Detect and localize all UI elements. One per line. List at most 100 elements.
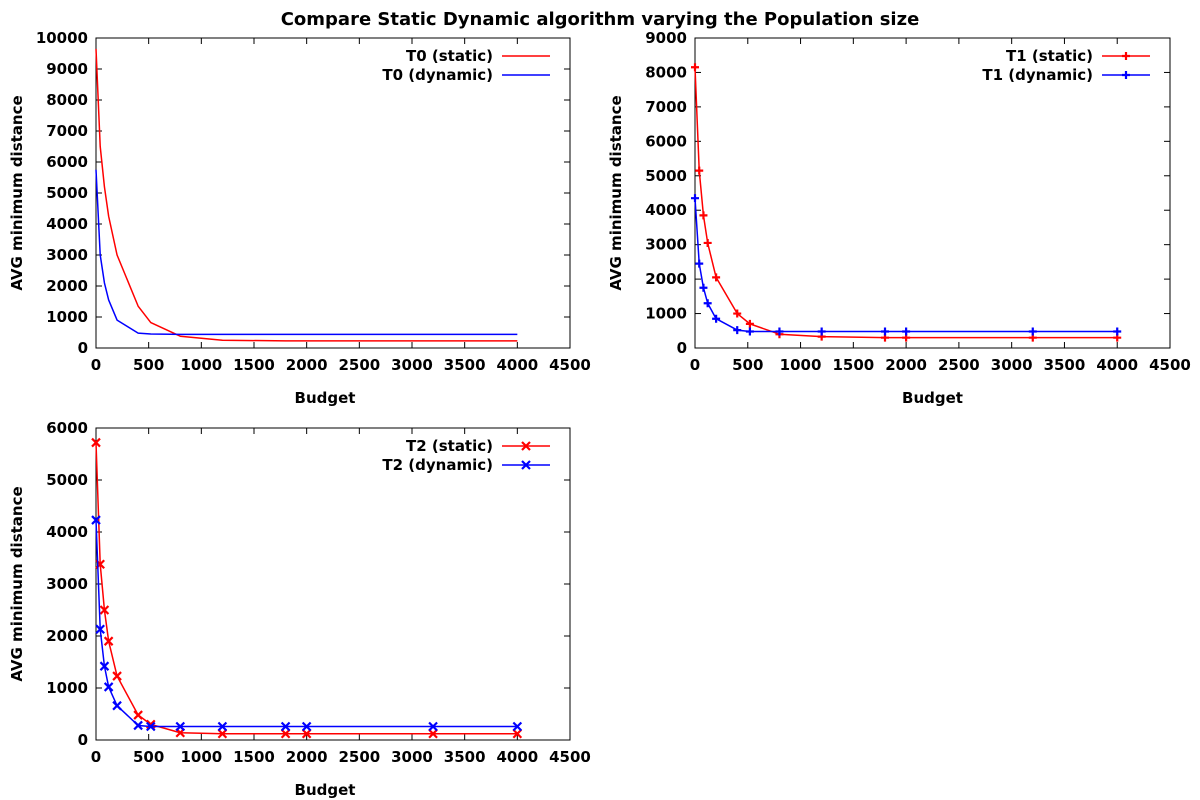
data-point <box>133 720 143 731</box>
x-tick-label: 2000 <box>286 748 328 766</box>
data-point <box>775 327 784 336</box>
data-point <box>703 238 712 247</box>
legend-label: T0 (dynamic) <box>382 66 493 84</box>
series-line <box>694 67 1118 339</box>
y-tick-label: 4000 <box>46 215 88 233</box>
y-tick-label: 8000 <box>46 91 88 109</box>
x-tick-label: 4500 <box>1149 356 1191 374</box>
data-point <box>902 327 911 336</box>
y-tick-label: 2000 <box>46 627 88 645</box>
data-point <box>745 327 754 336</box>
data-point <box>512 728 523 739</box>
x-tick-label: 500 <box>732 356 763 374</box>
y-tick-label: 6000 <box>645 132 687 150</box>
y-tick-label: 0 <box>78 731 88 749</box>
data-point <box>112 700 122 711</box>
series-t1-dynamic- <box>691 194 1122 336</box>
data-point <box>691 194 699 203</box>
data-point <box>217 728 228 739</box>
x-tick-label: 2000 <box>885 356 927 374</box>
x-tick-label: 1500 <box>832 356 874 374</box>
data-point <box>91 515 101 525</box>
series-line <box>95 169 518 336</box>
y-tick-label: 10000 <box>36 29 88 47</box>
data-point <box>301 728 312 739</box>
x-tick-label: 2000 <box>286 356 328 374</box>
plot-frame <box>95 427 571 741</box>
data-point <box>1113 327 1122 336</box>
y-tick-label: 1000 <box>46 308 88 326</box>
series-t2-static- <box>91 437 523 739</box>
legend-marker <box>521 460 531 470</box>
data-point <box>280 721 291 732</box>
x-tick-label: 2500 <box>938 356 980 374</box>
x-tick-label: 4000 <box>1096 356 1138 374</box>
data-point <box>95 624 105 635</box>
x-tick-label: 500 <box>133 748 164 766</box>
series-t2-dynamic- <box>91 515 523 732</box>
y-tick-label: 8000 <box>645 63 687 81</box>
legend-marker <box>1122 52 1130 60</box>
y-axis-label: AVG minimum distance <box>607 95 625 290</box>
data-point <box>881 327 889 336</box>
y-tick-label: 2000 <box>645 270 687 288</box>
data-point <box>703 299 712 308</box>
legend-label: T1 (dynamic) <box>982 66 1093 84</box>
y-tick-label: 9000 <box>645 29 687 47</box>
x-tick-label: 3500 <box>444 356 486 374</box>
series-t0-dynamic- <box>95 169 518 336</box>
y-tick-label: 5000 <box>46 471 88 489</box>
data-point <box>175 721 186 732</box>
y-tick-label: 0 <box>677 339 687 357</box>
x-axis-label: Budget <box>295 781 356 799</box>
legend-marker <box>521 441 531 451</box>
data-point <box>712 314 721 323</box>
series-line <box>95 442 518 735</box>
x-tick-label: 0 <box>690 356 700 374</box>
series-line <box>95 520 518 728</box>
y-axis-label: AVG minimum distance <box>8 486 26 681</box>
data-point <box>112 671 122 681</box>
data-point <box>428 721 438 732</box>
data-point <box>712 273 721 282</box>
x-tick-label: 1500 <box>233 748 275 766</box>
x-tick-label: 3000 <box>991 356 1033 374</box>
x-tick-label: 1000 <box>180 748 222 766</box>
data-point <box>695 166 704 175</box>
y-tick-label: 4000 <box>46 523 88 541</box>
data-point <box>133 710 143 720</box>
x-tick-label: 3000 <box>391 748 433 766</box>
legend-marker <box>1122 71 1130 79</box>
data-point <box>428 728 438 739</box>
legend-label: T1 (static) <box>1006 47 1093 65</box>
y-axis-label: AVG minimum distance <box>8 95 26 290</box>
chart-t0: 0 500 1000 1500 2000 2500 3000 3500 4000 4500 0 100… <box>8 29 591 407</box>
data-point <box>699 211 708 220</box>
series-t0-static- <box>95 48 518 342</box>
data-point <box>99 605 110 615</box>
x-tick-label: 4500 <box>549 748 591 766</box>
series-line <box>694 198 1118 333</box>
y-tick-label: 7000 <box>645 98 687 116</box>
figure-title: Compare Static Dynamic algorithm varying… <box>281 9 920 30</box>
data-point <box>103 636 114 646</box>
y-tick-label: 3000 <box>46 575 88 593</box>
data-point <box>91 437 101 448</box>
y-tick-label: 3000 <box>46 246 88 264</box>
x-tick-label: 4000 <box>496 356 538 374</box>
legend-label: T0 (static) <box>406 47 493 65</box>
chart-t1: 0 500 1000 1500 2000 2500 3000 3500 4000 4500 0 100… <box>607 29 1191 407</box>
plot-frame <box>95 37 571 349</box>
y-tick-label: 4000 <box>645 201 687 219</box>
data-point <box>699 283 708 292</box>
x-tick-label: 4000 <box>496 748 538 766</box>
data-point <box>733 326 742 335</box>
x-tick-label: 0 <box>91 356 101 374</box>
data-point <box>99 661 110 671</box>
y-tick-label: 7000 <box>46 122 88 140</box>
y-tick-label: 5000 <box>46 184 88 202</box>
y-tick-label: 6000 <box>46 153 88 171</box>
data-point <box>733 309 742 318</box>
legend-label: T2 (static) <box>406 437 493 455</box>
